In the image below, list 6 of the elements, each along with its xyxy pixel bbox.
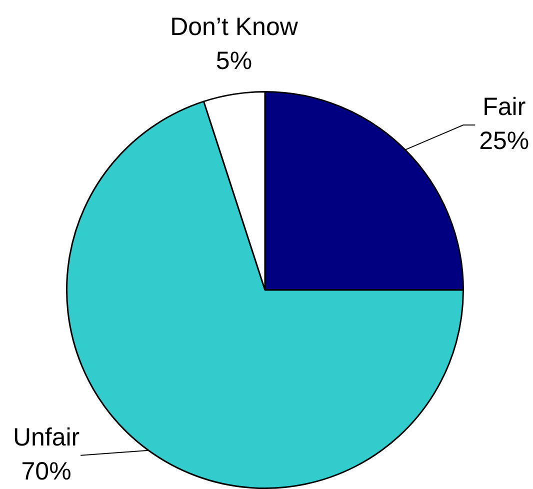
data-label: 25% — [479, 127, 530, 156]
slice-label: Unfair — [12, 423, 80, 452]
data-label: 5% — [216, 47, 252, 76]
slice-label: Don’t Know — [170, 13, 299, 42]
data-label: 70% — [21, 457, 72, 486]
slice-label: Fair — [482, 93, 526, 122]
